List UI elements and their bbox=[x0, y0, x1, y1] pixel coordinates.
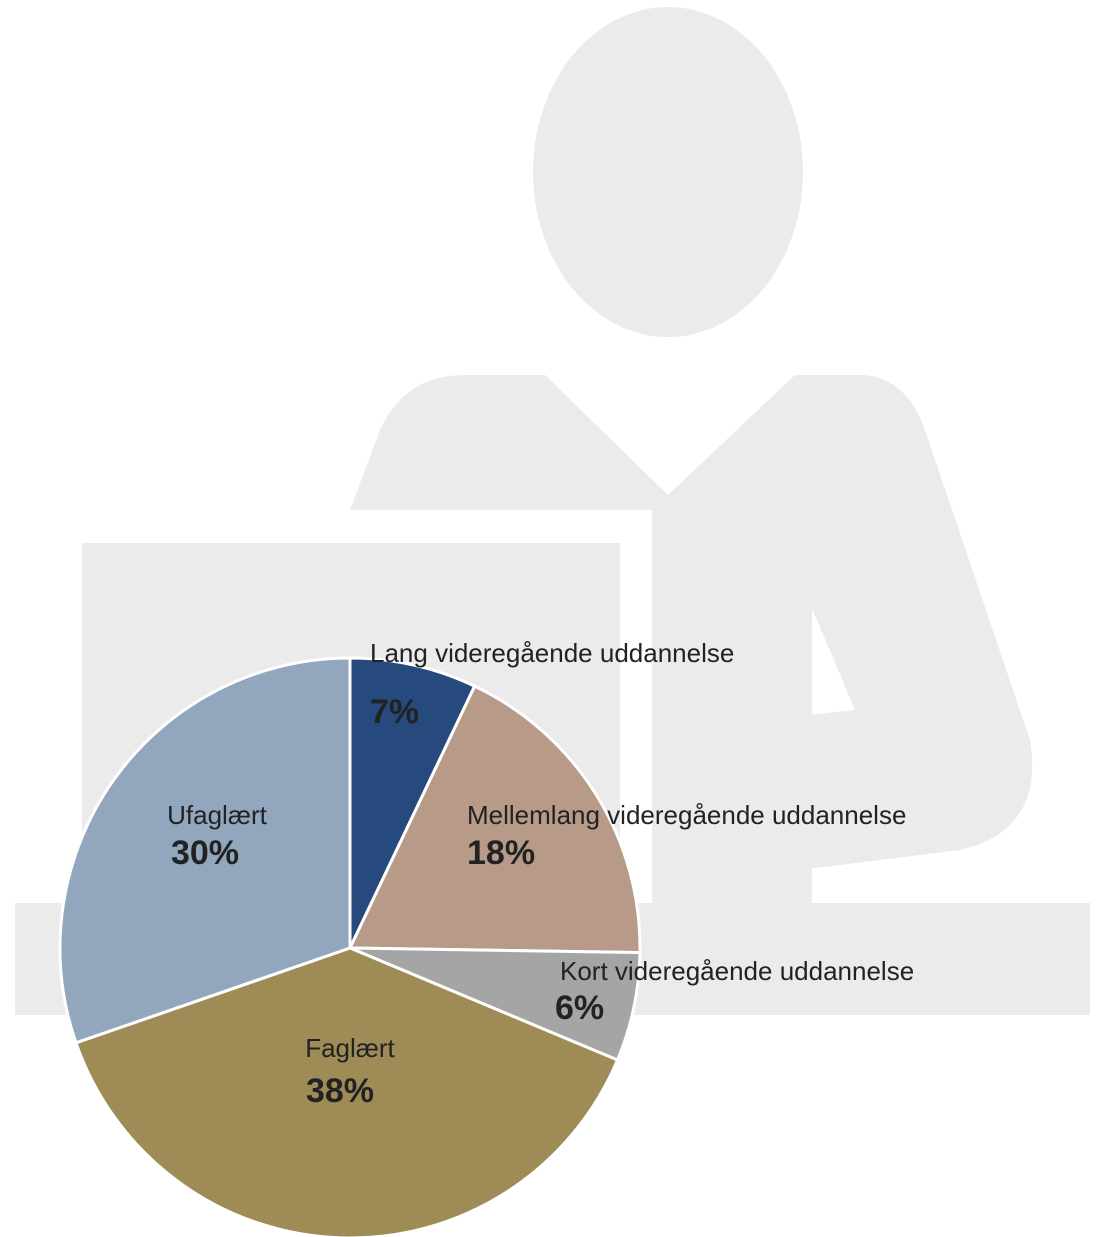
slice-percent: 7% bbox=[370, 693, 419, 731]
slice-name: Kort videregående uddannelse bbox=[560, 956, 914, 986]
pie-slice bbox=[58, 656, 352, 1045]
pie-slice bbox=[74, 946, 619, 1237]
slice-percent: 18% bbox=[467, 834, 535, 872]
slice-name: Mellemlang videregående uddannelse bbox=[467, 800, 906, 830]
slice-percent: 38% bbox=[306, 1072, 374, 1110]
slice-percent: 6% bbox=[555, 989, 604, 1027]
labels: Lang videregående uddannelse 7% Mellemlang… bbox=[167, 638, 914, 1110]
slice-name: Ufaglært bbox=[167, 800, 267, 830]
pie-slice bbox=[348, 656, 477, 950]
slice-name: Lang videregående uddannelse bbox=[370, 638, 734, 668]
pie bbox=[58, 656, 642, 1237]
slice-name: Faglært bbox=[305, 1033, 395, 1063]
slice-percent: 30% bbox=[171, 834, 239, 872]
pie-slice bbox=[348, 684, 642, 955]
